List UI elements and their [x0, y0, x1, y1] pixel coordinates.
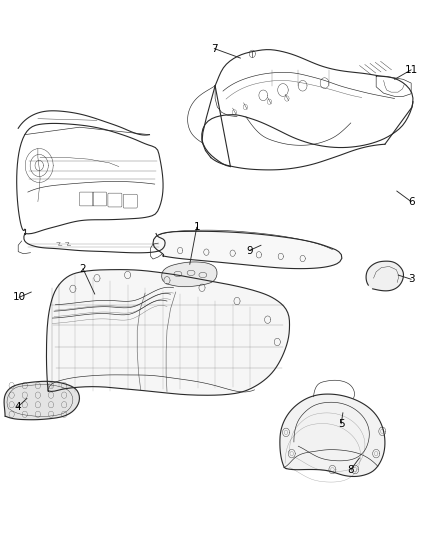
Text: 5: 5: [337, 419, 344, 429]
Polygon shape: [365, 261, 403, 291]
Polygon shape: [46, 270, 289, 395]
Text: 10: 10: [13, 292, 25, 302]
Text: 3: 3: [407, 274, 413, 284]
Text: 4: 4: [14, 402, 21, 413]
Text: 8: 8: [347, 465, 353, 474]
Polygon shape: [4, 381, 79, 419]
Text: 7: 7: [210, 44, 217, 53]
Polygon shape: [153, 231, 341, 269]
Text: 1: 1: [193, 222, 200, 232]
Text: 9: 9: [245, 246, 252, 255]
Text: 11: 11: [404, 65, 417, 75]
Polygon shape: [161, 262, 216, 287]
Text: 6: 6: [407, 197, 413, 207]
Polygon shape: [279, 394, 384, 477]
Text: 2: 2: [79, 264, 86, 273]
